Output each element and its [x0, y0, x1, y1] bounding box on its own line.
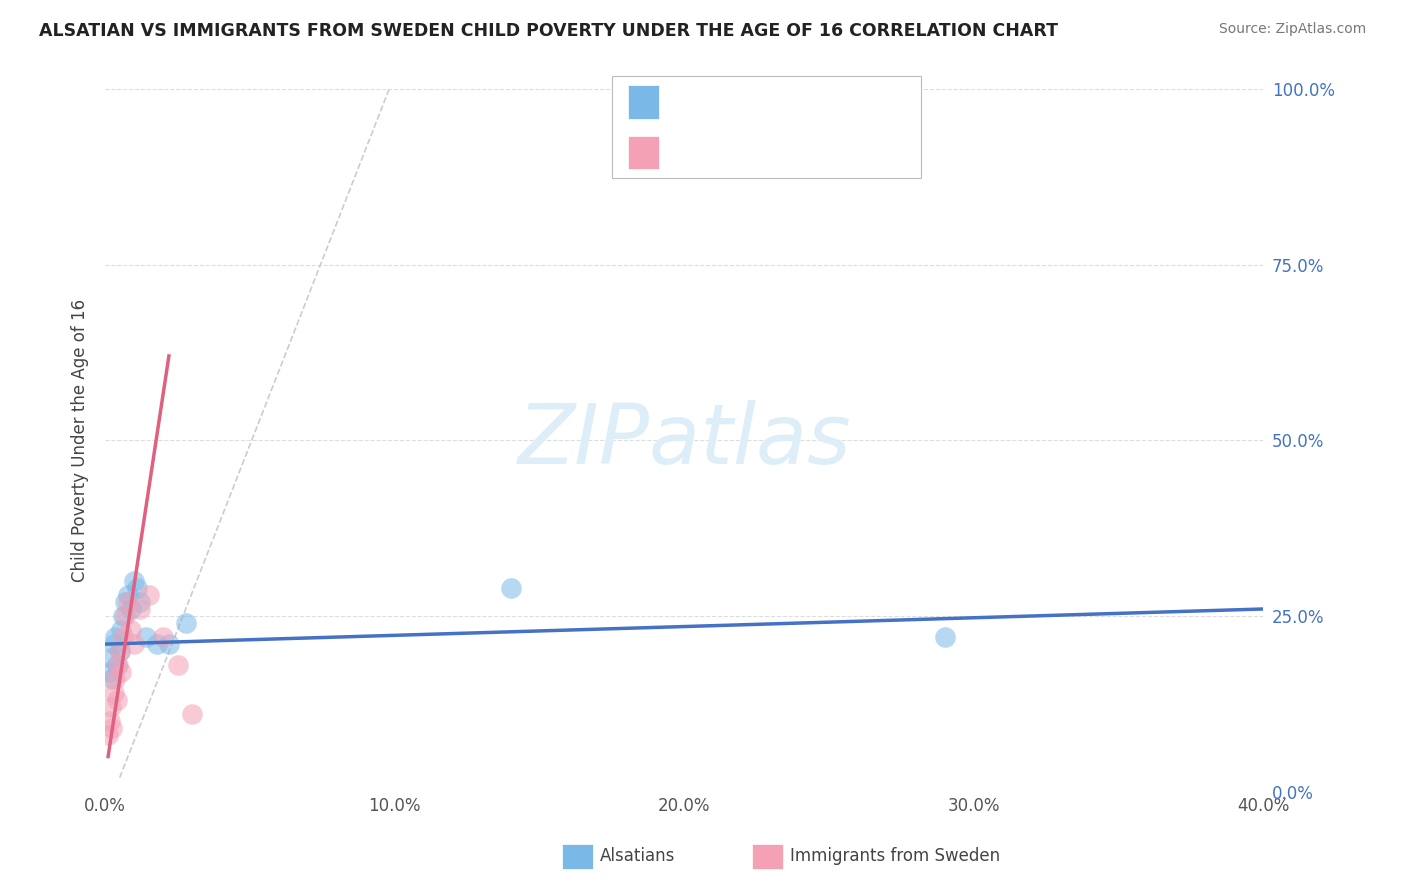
Point	[122, 637, 145, 651]
Point	[100, 700, 122, 714]
Point	[97, 729, 120, 743]
Text: ZIPatlas: ZIPatlas	[517, 400, 851, 481]
Point	[111, 630, 134, 644]
Point	[114, 595, 136, 609]
Point	[107, 658, 129, 673]
Point	[104, 630, 127, 644]
Point	[105, 693, 128, 707]
Point	[108, 644, 131, 658]
Point	[108, 644, 131, 658]
Text: Immigrants from Sweden: Immigrants from Sweden	[790, 847, 1000, 865]
Point	[98, 665, 121, 680]
Point	[120, 602, 142, 616]
Text: Alsatians: Alsatians	[600, 847, 676, 865]
Point	[101, 722, 124, 736]
Text: 0.187: 0.187	[716, 93, 768, 111]
Point	[146, 637, 169, 651]
Point	[138, 588, 160, 602]
Point	[499, 581, 522, 595]
Text: N =: N =	[775, 144, 811, 161]
Text: 0.681: 0.681	[716, 144, 768, 161]
Point	[157, 637, 180, 651]
Point	[101, 672, 124, 686]
Point	[117, 595, 139, 609]
Text: Source: ZipAtlas.com: Source: ZipAtlas.com	[1219, 22, 1367, 37]
Point	[129, 595, 152, 609]
Point	[103, 686, 125, 700]
Point	[122, 574, 145, 588]
Point	[114, 609, 136, 624]
Point	[105, 658, 128, 673]
Point	[100, 651, 122, 665]
Point	[174, 615, 197, 630]
Point	[166, 658, 188, 673]
Point	[125, 581, 148, 595]
Point	[934, 630, 956, 644]
Text: R =: R =	[673, 93, 710, 111]
Text: ALSATIAN VS IMMIGRANTS FROM SWEDEN CHILD POVERTY UNDER THE AGE OF 16 CORRELATION: ALSATIAN VS IMMIGRANTS FROM SWEDEN CHILD…	[39, 22, 1059, 40]
Text: 21: 21	[814, 93, 837, 111]
Point	[120, 623, 142, 637]
Text: N =: N =	[775, 93, 811, 111]
Text: R =: R =	[673, 144, 710, 161]
Point	[110, 665, 132, 680]
Point	[181, 707, 204, 722]
Point	[98, 714, 121, 729]
Point	[152, 630, 174, 644]
Point	[103, 637, 125, 651]
Point	[117, 588, 139, 602]
Point	[104, 672, 127, 686]
Point	[111, 609, 134, 624]
Text: 20: 20	[814, 144, 837, 161]
Point	[135, 630, 157, 644]
Y-axis label: Child Poverty Under the Age of 16: Child Poverty Under the Age of 16	[72, 299, 89, 582]
Point	[129, 602, 152, 616]
Point	[110, 623, 132, 637]
